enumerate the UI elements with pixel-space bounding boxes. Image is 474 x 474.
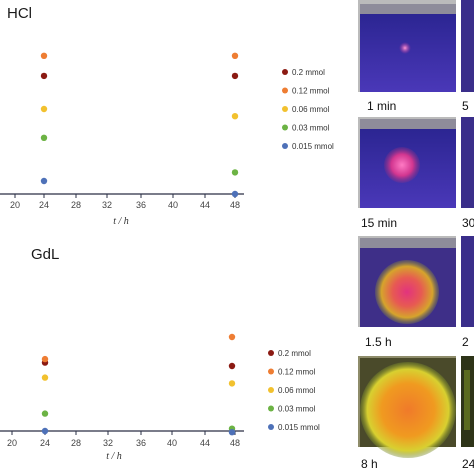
legend-label: 0.03 mmol <box>292 124 330 133</box>
photo-caption: 30 <box>462 216 474 230</box>
data-point <box>228 362 236 370</box>
legend-label: 0.015 mmol <box>278 423 320 432</box>
x-tick-label: 28 <box>71 200 81 210</box>
legend-marker <box>282 87 288 94</box>
data-point <box>41 374 49 381</box>
x-tick-label: 24 <box>39 200 49 210</box>
photo-15min <box>358 117 456 208</box>
x-tick-label: 36 <box>136 438 146 448</box>
x-tick-label: 44 <box>200 438 210 448</box>
legend-label: 0.2 mmol <box>278 349 311 358</box>
data-point <box>41 427 49 435</box>
legend-label: 0.06 mmol <box>292 105 330 114</box>
data-point <box>40 177 48 185</box>
photo-caption: 1.5 h <box>365 335 392 349</box>
photo-caption: 24 <box>462 457 474 471</box>
legend-label: 0.03 mmol <box>278 405 316 414</box>
x-tick-label: 40 <box>167 438 177 448</box>
photo-caption: 2 <box>462 335 469 349</box>
x-tick-label: 48 <box>230 438 240 448</box>
data-point <box>41 410 49 417</box>
data-point <box>228 380 236 387</box>
data-point <box>228 429 236 436</box>
photo-next-3 <box>461 236 474 327</box>
data-point <box>231 169 239 176</box>
legend-label: 0.12 mmol <box>292 87 330 96</box>
legend-marker <box>282 106 288 112</box>
x-ticks: 20 24 28 32 36 40 44 48 <box>7 431 240 448</box>
data-point <box>40 52 48 59</box>
data-point <box>231 72 239 80</box>
panel-title-gdl: GdL <box>31 246 59 263</box>
photo-1min <box>358 0 456 92</box>
x-tick-label: 28 <box>71 438 81 448</box>
legend-label: 0.06 mmol <box>278 386 316 395</box>
legend: 0.2 mmol 0.12 mmol 0.06 mmol 0.03 mmol 0.015… <box>282 68 334 151</box>
legend-marker <box>282 124 288 131</box>
data-point <box>231 52 239 59</box>
photo-next-2 <box>461 117 474 208</box>
x-tick-label: 20 <box>10 200 20 210</box>
x-tick-label: 24 <box>40 438 50 448</box>
photo-caption: 15 min <box>361 216 397 230</box>
legend-marker <box>282 143 288 149</box>
legend-label: 0.12 mmol <box>278 368 316 377</box>
photo-caption: 8 h <box>361 457 378 471</box>
x-tick-label: 32 <box>102 200 112 210</box>
data-point <box>40 105 48 113</box>
x-tick-label: 44 <box>200 200 210 210</box>
photo-next-4 <box>461 356 474 447</box>
gdl-panel: GdL 20 24 28 32 36 40 44 48 t / h 0.2 mmol 0.12 … <box>0 246 320 462</box>
data-point <box>228 333 236 341</box>
legend-marker <box>268 424 274 430</box>
legend-marker <box>268 387 274 393</box>
x-ticks: 20 24 28 32 36 40 44 48 <box>10 194 240 210</box>
photo-caption: 5 <box>462 99 469 113</box>
panel-title-hcl: HCl <box>7 5 32 22</box>
x-tick-label: 20 <box>7 438 17 448</box>
legend: 0.2 mmol 0.12 mmol 0.06 mmol 0.03 mmol 0.015… <box>268 349 320 432</box>
data-point <box>231 190 239 198</box>
data-point <box>40 72 48 80</box>
legend-label: 0.015 mmol <box>292 142 334 151</box>
photo-next-1 <box>461 0 474 92</box>
data-point <box>41 355 49 363</box>
x-axis-label: t / h <box>113 216 129 227</box>
legend-label: 0.2 mmol <box>292 68 325 77</box>
photo-1-5h <box>358 236 456 327</box>
photo-8h <box>358 356 456 458</box>
legend-marker <box>282 69 288 75</box>
legend-marker <box>268 350 274 356</box>
legend-marker <box>268 405 274 412</box>
legend-marker <box>268 368 274 375</box>
x-tick-label: 40 <box>168 200 178 210</box>
photo-caption: 1 min <box>367 99 396 113</box>
hcl-panel: HCl 20 24 28 32 36 40 44 48 t / h 0.2 mmol 0.12 … <box>0 5 334 227</box>
x-tick-label: 36 <box>136 200 146 210</box>
data-point <box>231 113 239 120</box>
x-tick-label: 32 <box>103 438 113 448</box>
data-point <box>40 134 48 141</box>
x-tick-label: 48 <box>230 200 240 210</box>
data-points <box>40 52 239 198</box>
data-points <box>41 333 236 436</box>
x-axis-label: t / h <box>106 451 122 462</box>
